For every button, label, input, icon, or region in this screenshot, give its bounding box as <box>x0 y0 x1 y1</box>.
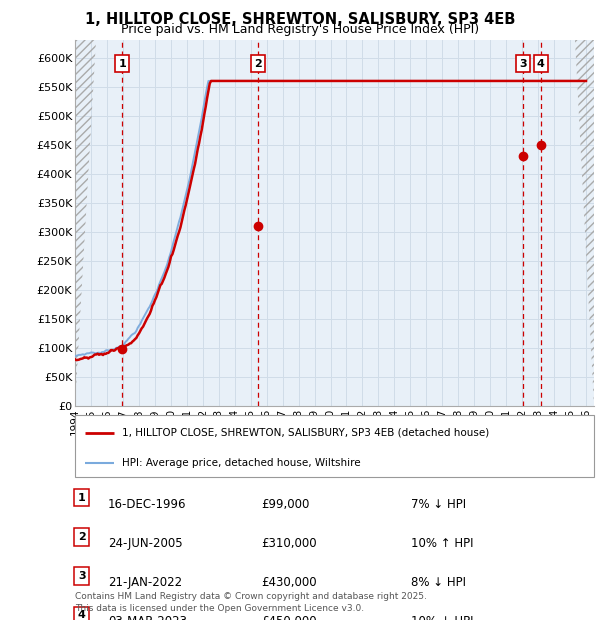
Text: 2: 2 <box>254 58 262 69</box>
Text: This data is licensed under the Open Government Licence v3.0.: This data is licensed under the Open Gov… <box>75 603 364 613</box>
Text: 03-MAR-2023: 03-MAR-2023 <box>108 615 187 620</box>
Text: Contains HM Land Registry data © Crown copyright and database right 2025.: Contains HM Land Registry data © Crown c… <box>75 592 427 601</box>
Text: 1, HILLTOP CLOSE, SHREWTON, SALISBURY, SP3 4EB: 1, HILLTOP CLOSE, SHREWTON, SALISBURY, S… <box>85 12 515 27</box>
Text: 10% ↑ HPI: 10% ↑ HPI <box>411 537 473 550</box>
Text: 1: 1 <box>118 58 126 69</box>
Text: 8% ↓ HPI: 8% ↓ HPI <box>411 576 466 589</box>
Text: £430,000: £430,000 <box>261 576 317 589</box>
Text: £450,000: £450,000 <box>261 615 317 620</box>
Text: 2: 2 <box>78 532 86 542</box>
Text: 4: 4 <box>537 58 545 69</box>
Text: 4: 4 <box>78 610 86 620</box>
Text: 24-JUN-2005: 24-JUN-2005 <box>108 537 182 550</box>
Text: 3: 3 <box>78 571 86 581</box>
Text: 1, HILLTOP CLOSE, SHREWTON, SALISBURY, SP3 4EB (detached house): 1, HILLTOP CLOSE, SHREWTON, SALISBURY, S… <box>122 428 489 438</box>
Text: HPI: Average price, detached house, Wiltshire: HPI: Average price, detached house, Wilt… <box>122 458 361 467</box>
Text: 1: 1 <box>78 493 86 503</box>
Text: 21-JAN-2022: 21-JAN-2022 <box>108 576 182 589</box>
Text: £99,000: £99,000 <box>261 498 310 511</box>
Text: 7% ↓ HPI: 7% ↓ HPI <box>411 498 466 511</box>
Text: 10% ↓ HPI: 10% ↓ HPI <box>411 615 473 620</box>
Text: 3: 3 <box>519 58 527 69</box>
Text: Price paid vs. HM Land Registry's House Price Index (HPI): Price paid vs. HM Land Registry's House … <box>121 23 479 36</box>
Text: 16-DEC-1996: 16-DEC-1996 <box>108 498 187 511</box>
FancyBboxPatch shape <box>75 415 594 477</box>
Text: £310,000: £310,000 <box>261 537 317 550</box>
